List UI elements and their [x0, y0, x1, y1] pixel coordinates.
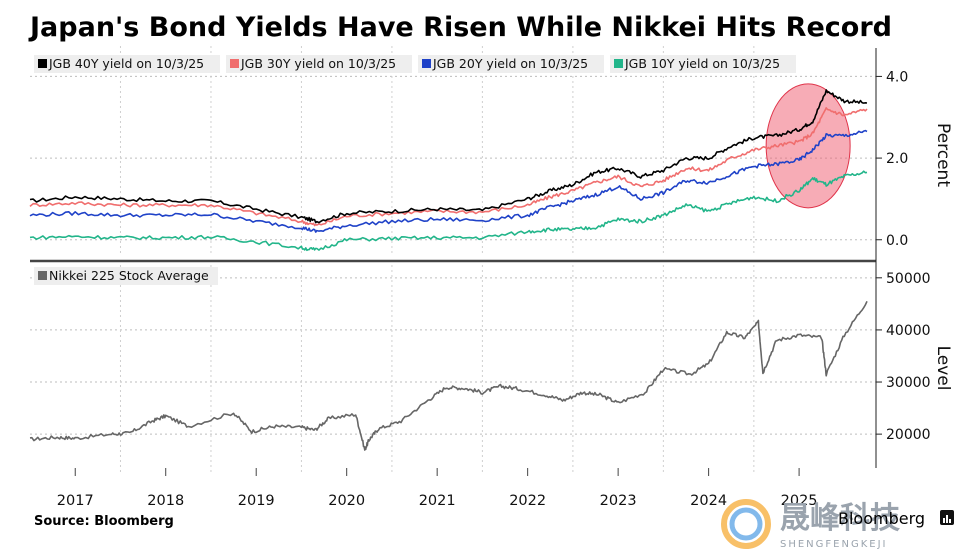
yield-legend-item-3: JGB 10Y yield on 10/3/25 — [610, 55, 796, 73]
nikkei-legend-swatch-0 — [38, 271, 47, 280]
watermark-chinese-text: 晟峰科技 — [780, 501, 900, 536]
watermark-logo-icon — [721, 499, 771, 549]
x-tick-label-2020: 2020 — [328, 493, 365, 509]
nikkei-legend-item-0: Nikkei 225 Stock Average — [34, 267, 218, 285]
nikkei-legend-label-0: Nikkei 225 Stock Average — [49, 268, 209, 283]
x-tick-label-2023: 2023 — [600, 493, 637, 509]
yield-panel: 4.0 2.0 0.0 JGB 40Y yield on 10/3/25 JGB 30Y… — [29, 46, 908, 256]
yield-tick-label-0: 4.0 — [886, 69, 908, 85]
bloomberg-bars-icon — [940, 510, 954, 525]
yield-legend-item-1: JGB 30Y yield on 10/3/25 — [226, 55, 412, 73]
x-tick-label-2019: 2019 — [238, 493, 275, 509]
x-tick-label-2022: 2022 — [509, 493, 546, 509]
nikkei-series-line-0 — [29, 300, 868, 451]
yield-series-line-0 — [29, 89, 868, 224]
highlight-circle — [765, 83, 851, 209]
watermark-english-text: SHENGFENGKEJI — [780, 539, 888, 550]
x-tick-label-2018: 2018 — [147, 493, 184, 509]
yield-legend-bg-1 — [226, 55, 412, 73]
yield-legend-item-0: JGB 40Y yield on 10/3/25 — [34, 55, 220, 73]
yield-legend-swatch-3 — [614, 59, 623, 68]
yield-legend-swatch-0 — [38, 59, 47, 68]
chart-title: Japan's Bond Yields Have Risen While Nik… — [28, 12, 892, 43]
yield-legend-label-1: JGB 30Y yield on 10/3/25 — [240, 56, 396, 71]
nikkei-panel: 50000 40000 30000 20000 Nikkei 225 Stock Ave… — [29, 260, 931, 472]
yield-legend-item-2: JGB 20Y yield on 10/3/25 — [418, 55, 604, 73]
y-axis-title-percent: Percent — [933, 123, 953, 187]
yield-series-line-3 — [29, 170, 868, 252]
nikkei-tick-label-1: 40000 — [886, 323, 931, 339]
yield-legend-label-2: JGB 20Y yield on 10/3/25 — [432, 56, 588, 71]
yield-series-line-2 — [29, 129, 868, 233]
yield-legend-bg-0 — [34, 55, 220, 73]
x-tick-label-2025: 2025 — [781, 493, 818, 509]
yield-legend-label-3: JGB 10Y yield on 10/3/25 — [624, 56, 780, 71]
yield-legend-bg-3 — [610, 55, 796, 73]
yield-legend-bg-2 — [418, 55, 604, 73]
nikkei-legend-bg-0 — [34, 267, 218, 285]
bloomberg-brand: Bloomberg — [838, 509, 925, 528]
nikkei-tick-label-0: 50000 — [886, 271, 931, 287]
y-axis-title-level: Level — [933, 346, 953, 391]
x-tick-label-2021: 2021 — [419, 493, 456, 509]
nikkei-tick-label-3: 20000 — [886, 427, 931, 443]
yield-tick-label-1: 2.0 — [886, 151, 908, 167]
yield-tick-label-2: 0.0 — [886, 233, 908, 249]
yield-legend-swatch-1 — [230, 59, 239, 68]
x-axis-years: 2017 2018 2019 2020 2021 2022 2023 2024 2025 — [57, 468, 818, 509]
yield-legend-swatch-2 — [422, 59, 431, 68]
nikkei-tick-label-2: 30000 — [886, 375, 931, 391]
source-note: Source: Bloomberg — [34, 514, 174, 529]
watermark: 晟峰科技 SHENGFENGKEJI — [721, 499, 900, 550]
x-tick-label-2024: 2024 — [690, 493, 727, 509]
x-tick-label-2017: 2017 — [57, 493, 94, 509]
yield-series-line-1 — [29, 107, 868, 227]
yield-legend-label-0: JGB 40Y yield on 10/3/25 — [48, 56, 204, 71]
